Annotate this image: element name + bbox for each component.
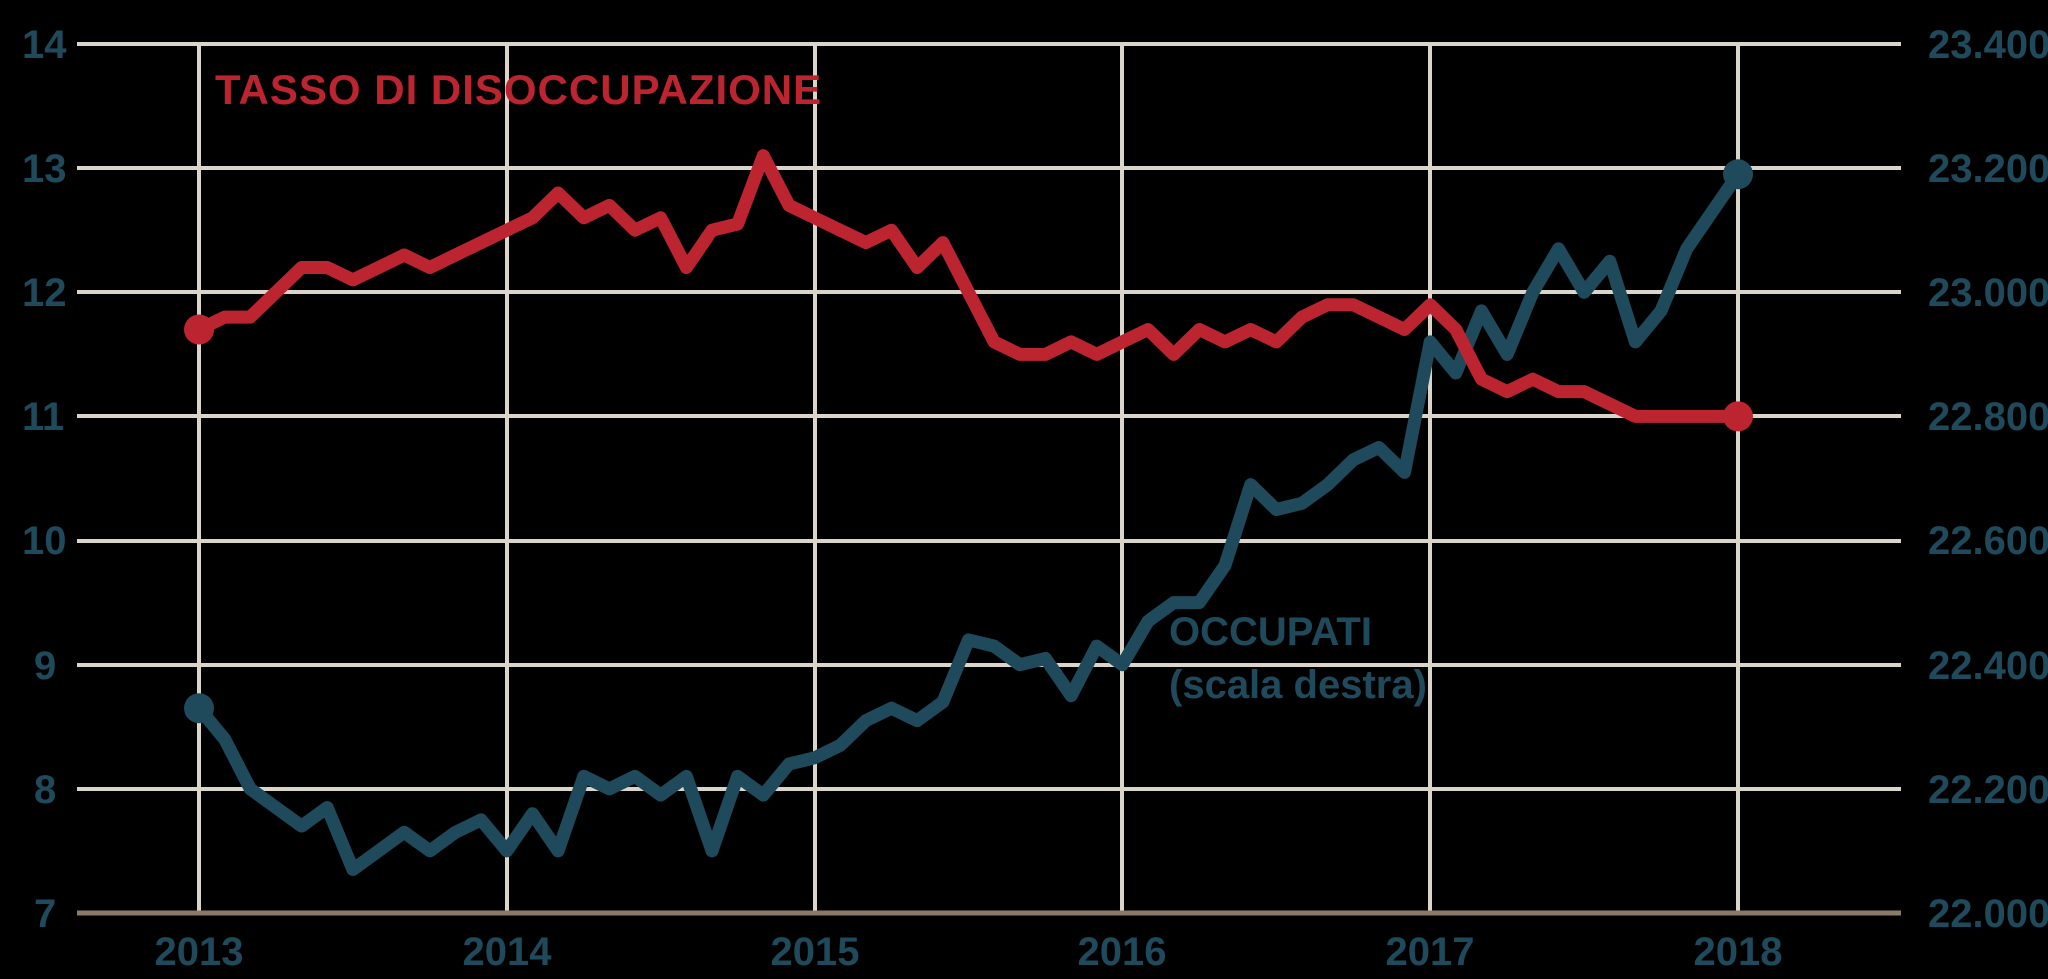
svg-text:23.200: 23.200 xyxy=(1928,147,2048,191)
svg-text:22.200: 22.200 xyxy=(1928,768,2048,812)
svg-text:OCCUPATI: OCCUPATI xyxy=(1169,610,1372,654)
svg-text:22.800: 22.800 xyxy=(1928,395,2048,439)
svg-text:23.000: 23.000 xyxy=(1928,271,2048,315)
svg-text:2014: 2014 xyxy=(463,930,553,974)
svg-text:2016: 2016 xyxy=(1078,930,1167,974)
svg-text:14: 14 xyxy=(22,23,67,67)
svg-text:22.000: 22.000 xyxy=(1928,892,2048,936)
svg-text:2017: 2017 xyxy=(1386,930,1475,974)
svg-text:2013: 2013 xyxy=(155,930,244,974)
svg-text:12: 12 xyxy=(22,271,67,315)
svg-text:9: 9 xyxy=(34,644,56,688)
svg-text:2015: 2015 xyxy=(771,930,860,974)
svg-text:7: 7 xyxy=(34,892,56,936)
svg-text:22.400: 22.400 xyxy=(1928,644,2048,688)
svg-text:10: 10 xyxy=(22,519,67,563)
svg-text:2018: 2018 xyxy=(1694,930,1783,974)
svg-text:(scala destra): (scala destra) xyxy=(1169,663,1427,707)
svg-text:13: 13 xyxy=(22,147,67,191)
svg-text:11: 11 xyxy=(22,395,64,439)
svg-text:23.400: 23.400 xyxy=(1928,23,2048,67)
svg-text:22.600: 22.600 xyxy=(1928,519,2048,563)
svg-text:TASSO DI DISOCCUPAZIONE: TASSO DI DISOCCUPAZIONE xyxy=(215,66,822,113)
svg-text:8: 8 xyxy=(34,768,56,812)
